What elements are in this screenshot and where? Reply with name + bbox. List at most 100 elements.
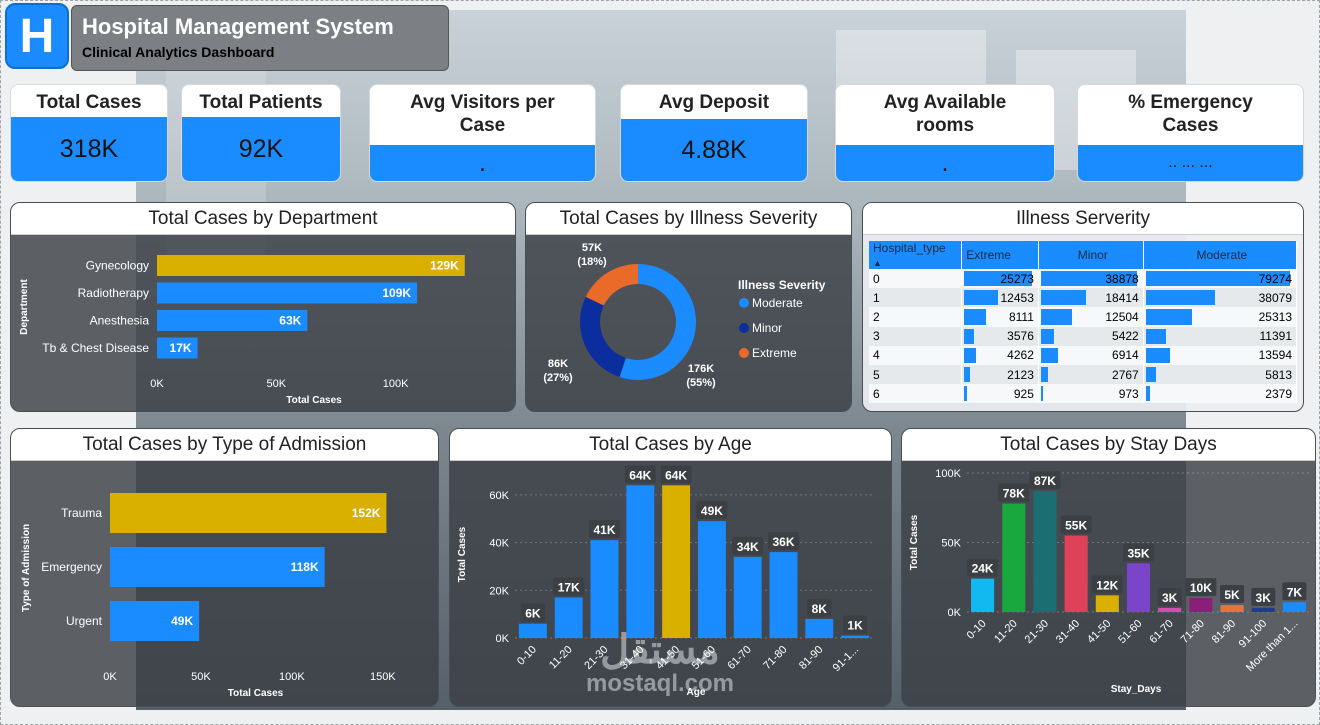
kpi-label: Avg Visitors per Case [410, 92, 555, 136]
data-label: 41K [593, 523, 615, 537]
bar [518, 623, 547, 638]
category-label: Urgent [66, 614, 103, 628]
x-tick-label: 41-50 [1085, 618, 1113, 646]
data-bar [964, 366, 970, 383]
data-label: 34K [737, 540, 759, 554]
bar [1220, 605, 1244, 612]
cell-value: 4262 [1007, 348, 1034, 363]
cell-value: 38878 [1105, 271, 1139, 286]
matrix-cell-type: 5 [869, 364, 963, 385]
data-bar [1040, 386, 1044, 402]
matrix-cell-type: 1 [869, 288, 963, 308]
cell-value: 12453 [1000, 290, 1034, 305]
slice-label: 176K [688, 363, 714, 375]
matrix-cell-extreme: 8111 [961, 307, 1039, 327]
kpi-value: 92K [182, 117, 340, 181]
panel-cases-by-stay-days[interactable]: Total Cases by Stay Days 0K 50K 100K Total … [901, 428, 1316, 707]
matrix-cell-type: 4 [869, 345, 963, 365]
matrix-cell-minor: 2767 [1038, 364, 1144, 385]
data-bar [1040, 290, 1087, 306]
data-label: 129K [430, 259, 459, 273]
data-label-bg [1282, 582, 1307, 601]
data-label-bg [1060, 515, 1092, 534]
cell-value: 2767 [1112, 367, 1139, 382]
kpi-avg-deposit[interactable]: Avg Deposit 4.88K [620, 84, 808, 182]
bar [1158, 607, 1182, 612]
panel-cases-by-severity[interactable]: Total Cases by Illness Severity 176K (55%… [525, 202, 852, 412]
data-label: 17K [170, 341, 192, 355]
kpi-value: . [370, 145, 595, 181]
bar [110, 547, 325, 587]
kpi-avg-visitors[interactable]: Avg Visitors per Case . [369, 84, 596, 182]
data-label-bg [998, 483, 1030, 502]
x-tick-label: 0-10 [515, 644, 539, 668]
matrix-row[interactable]: 1 12453 18414 38079 [869, 288, 1298, 308]
legend-marker [739, 323, 749, 333]
legend-title: Illness Severity [738, 278, 826, 292]
dept-chart: Department Gynecology 129K Radiotherapy 109K… [19, 255, 465, 406]
data-label: 78K [1003, 487, 1025, 501]
data-label: 10K [1190, 581, 1212, 595]
slice-label: 57K [582, 242, 602, 254]
data-label: 6K [525, 607, 541, 621]
x-tick-label: 11-20 [992, 618, 1020, 646]
matrix-row[interactable]: 6 925 973 2379 [869, 384, 1298, 404]
matrix-cell-moderate: 25313 [1143, 307, 1298, 327]
matrix-row[interactable]: 3 3576 5422 11391 [869, 326, 1298, 346]
kpi-avg-rooms[interactable]: Avg Available rooms . [835, 84, 1055, 182]
kpi-total-cases[interactable]: Total Cases 318K [10, 84, 168, 182]
cell-value: 5422 [1112, 329, 1139, 344]
x-tick-label: 21-30 [1023, 618, 1051, 646]
matrix-row[interactable]: 2 8111 12504 25313 [869, 307, 1298, 327]
data-label: 64K [629, 468, 651, 482]
watermark-arabic: مستقل [600, 628, 720, 672]
category-label: Trauma [61, 506, 102, 520]
y-tick-label: 50K [941, 538, 961, 550]
category-label: Radiotherapy [78, 286, 149, 300]
data-label: 63K [279, 314, 301, 328]
panel-cases-by-department[interactable]: Total Cases by Department Department Gyne… [10, 202, 516, 412]
matrix-header-extreme[interactable]: Extreme [961, 241, 1039, 269]
panel-cases-by-admission[interactable]: Total Cases by Type of Admission Type of… [10, 428, 439, 707]
matrix-header-type[interactable]: Hospital_type ▲ [869, 241, 963, 269]
matrix-row[interactable]: 4 4262 6914 13594 [869, 345, 1298, 365]
stay-chart: 0K 50K 100K Total Cases 24K 0-10 78K 11-20 87K 21… [909, 468, 1310, 695]
data-label: 12K [1096, 578, 1118, 592]
bar [1189, 598, 1213, 612]
cell-value: 25273 [1000, 271, 1034, 286]
bar [157, 310, 308, 331]
matrix-row[interactable]: 5 2123 2767 5813 [869, 364, 1298, 385]
matrix-row[interactable]: 0 25273 38878 79274 [869, 269, 1298, 289]
matrix-cell-moderate: 11391 [1143, 326, 1298, 346]
kpi-emergency-pct[interactable]: % Emergency Cases .. ... ... [1077, 84, 1304, 182]
data-label-bg [696, 501, 728, 520]
kpi-label: Avg Available rooms [883, 92, 1007, 136]
matrix-cell-moderate: 5813 [1143, 364, 1298, 385]
matrix-header-minor[interactable]: Minor [1038, 241, 1144, 269]
data-bar [964, 271, 1033, 287]
panel-cases-by-age[interactable]: Total Cases by Age 0K 20K 40K 60K Total Case… [449, 428, 892, 707]
data-bar [1145, 386, 1151, 402]
kpi-total-patients[interactable]: Total Patients 92K [181, 84, 341, 182]
matrix-cell-extreme: 2123 [961, 364, 1039, 385]
data-label-bg [967, 558, 999, 577]
data-label: 8K [812, 602, 828, 616]
panel-illness-severity-matrix[interactable]: Illness Serverity Hospital_type ▲ Extreme… [862, 202, 1304, 412]
y-axis-label: Total Cases [457, 526, 468, 582]
bar [1064, 535, 1088, 612]
bar [769, 552, 798, 638]
severity-chart: 176K (55%) 86K (27%) 57K (18%) Illness Severit… [543, 242, 826, 389]
x-tick-label: 0K [103, 671, 117, 683]
x-tick-label: 71-80 [1179, 618, 1207, 646]
panel-title: Total Cases by Stay Days [902, 429, 1315, 461]
matrix-cell-type: 0 [869, 269, 963, 289]
cell-value: 2123 [1007, 367, 1034, 382]
matrix-cell-moderate: 2379 [1143, 384, 1298, 404]
data-bar [964, 309, 987, 325]
matrix-header-moderate[interactable]: Moderate [1143, 241, 1298, 269]
kpi-label: Avg Deposit [658, 92, 770, 113]
data-label-bg [1220, 585, 1245, 604]
cell-value: 925 [1013, 386, 1034, 401]
x-axis-label: Age [687, 687, 706, 698]
data-label: 5K [1224, 588, 1240, 602]
